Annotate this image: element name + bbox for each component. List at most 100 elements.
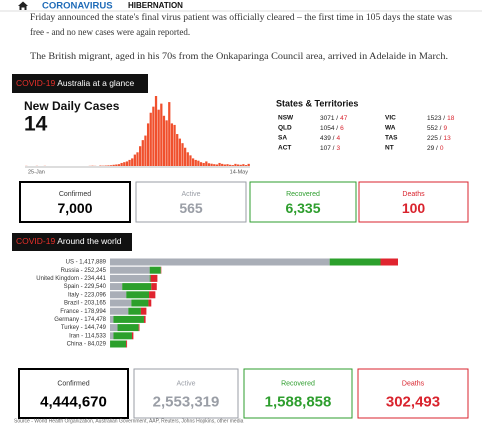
bar-segment bbox=[149, 274, 151, 282]
state-new: 0 bbox=[440, 145, 444, 152]
country-label: France - 178,994 bbox=[60, 309, 106, 315]
stat-box bbox=[19, 181, 131, 223]
bar bbox=[189, 155, 192, 166]
bar bbox=[176, 134, 179, 166]
bar-segment bbox=[110, 274, 150, 282]
bar bbox=[242, 164, 245, 166]
bar bbox=[244, 165, 248, 166]
state-name: NSW bbox=[278, 115, 294, 122]
states-title: States & Territories bbox=[276, 98, 358, 108]
bar-segment bbox=[140, 307, 147, 315]
bar bbox=[146, 123, 150, 166]
bar-segment bbox=[149, 266, 161, 274]
state-cases: 107 /3 bbox=[320, 145, 340, 152]
bar bbox=[199, 162, 203, 166]
bar bbox=[162, 115, 166, 166]
bar bbox=[186, 152, 189, 166]
state-total: 552 / bbox=[427, 125, 442, 132]
state-new: 4 bbox=[336, 135, 340, 142]
stat-box bbox=[243, 368, 353, 419]
state-new: 18 bbox=[447, 115, 455, 122]
state-total: 1054 / bbox=[320, 125, 338, 132]
state-new: 3 bbox=[336, 145, 340, 152]
bar bbox=[149, 112, 152, 166]
bar-segment bbox=[126, 291, 150, 299]
bar bbox=[136, 152, 139, 166]
bar bbox=[239, 164, 242, 166]
stat-value: 302,493 bbox=[386, 393, 440, 410]
nav-link[interactable]: HIBERNATION bbox=[128, 1, 183, 10]
bar bbox=[234, 163, 237, 166]
bar bbox=[109, 165, 113, 166]
state-cases: 1523 /18 bbox=[427, 115, 455, 122]
bar bbox=[115, 164, 118, 166]
state-name: NT bbox=[385, 145, 394, 152]
state-new: 6 bbox=[340, 125, 344, 132]
state-cases: 3071 /47 bbox=[320, 115, 348, 122]
state-cases: 439 /4 bbox=[320, 135, 340, 142]
section-label: COVID-19 Australia at a glance bbox=[16, 78, 135, 88]
stat-value: 1,588,858 bbox=[265, 393, 332, 410]
section-label: COVID-19 Around the world bbox=[16, 236, 122, 246]
state-total: 107 / bbox=[320, 145, 335, 152]
section-tag: COVID-19 bbox=[16, 236, 55, 246]
stat-box bbox=[358, 181, 469, 223]
world-stats: Confirmed 4,444,670 Active 2,553,319 Recover… bbox=[18, 368, 469, 419]
bar bbox=[170, 123, 174, 166]
state-name: QLD bbox=[278, 125, 292, 132]
x-start-label: 25-Jan bbox=[28, 169, 45, 175]
bar bbox=[133, 154, 136, 166]
x-end-label: 14-May bbox=[230, 169, 249, 175]
bar-segment bbox=[143, 315, 146, 323]
state-name: SA bbox=[278, 135, 287, 142]
bar bbox=[165, 120, 168, 166]
article-line: The British migrant, aged in his 70s fro… bbox=[30, 51, 448, 61]
stat-value: 565 bbox=[179, 200, 203, 216]
bar bbox=[107, 165, 110, 166]
state-new: 47 bbox=[340, 115, 348, 122]
bar bbox=[154, 96, 158, 166]
country-label: China - 84,029 bbox=[67, 342, 107, 348]
bar-segment bbox=[110, 258, 330, 266]
state-new: 13 bbox=[443, 135, 451, 142]
bar-segment bbox=[110, 299, 132, 307]
state-cases: 225 /13 bbox=[427, 135, 451, 142]
country-label: US - 1,417,889 bbox=[66, 260, 107, 266]
stat-box bbox=[357, 368, 469, 419]
chart-title: New Daily Cases bbox=[24, 99, 120, 113]
australia-stats: Confirmed 7,000 Active 565 Recovered 6,335 Dea… bbox=[19, 181, 469, 223]
bar bbox=[213, 164, 216, 166]
nav-section[interactable]: CORONAVIRUS bbox=[42, 1, 113, 12]
country-label: Germany - 174,478 bbox=[54, 317, 106, 323]
stat-box bbox=[135, 181, 247, 223]
states-table: NSW 3071 /47 VIC 1523 /18 QLD 1054 /6 WA 552 /9… bbox=[278, 115, 455, 152]
article-line: free - and no new cases were again repor… bbox=[30, 27, 190, 37]
bar bbox=[128, 159, 131, 166]
stat-label: Active bbox=[176, 381, 195, 388]
bar bbox=[120, 162, 123, 166]
bar bbox=[117, 164, 121, 166]
bar bbox=[205, 161, 208, 166]
bar bbox=[152, 106, 155, 166]
bar-segment bbox=[110, 324, 118, 332]
bar-segment bbox=[122, 283, 152, 291]
stat-box bbox=[249, 181, 357, 223]
today-value: 14 bbox=[24, 113, 48, 136]
bar bbox=[181, 143, 184, 166]
stat-label: Active bbox=[181, 191, 200, 198]
country-label: Spain - 229,540 bbox=[64, 284, 107, 290]
country-label: Turkey - 144,749 bbox=[61, 325, 107, 331]
stat-box bbox=[18, 368, 129, 419]
bar bbox=[236, 164, 240, 166]
bar bbox=[131, 158, 134, 166]
bar-segment bbox=[150, 274, 158, 282]
country-label: Iran - 114,533 bbox=[69, 333, 107, 339]
stat-label: Recovered bbox=[281, 381, 315, 388]
state-cases: 29 /0 bbox=[427, 145, 444, 152]
state-name: ACT bbox=[278, 145, 291, 152]
bar bbox=[229, 164, 232, 166]
home-icon[interactable] bbox=[18, 1, 28, 11]
bar bbox=[207, 163, 211, 166]
stat-label: Confirmed bbox=[57, 381, 89, 388]
country-label: Brazil - 203,165 bbox=[64, 301, 107, 307]
